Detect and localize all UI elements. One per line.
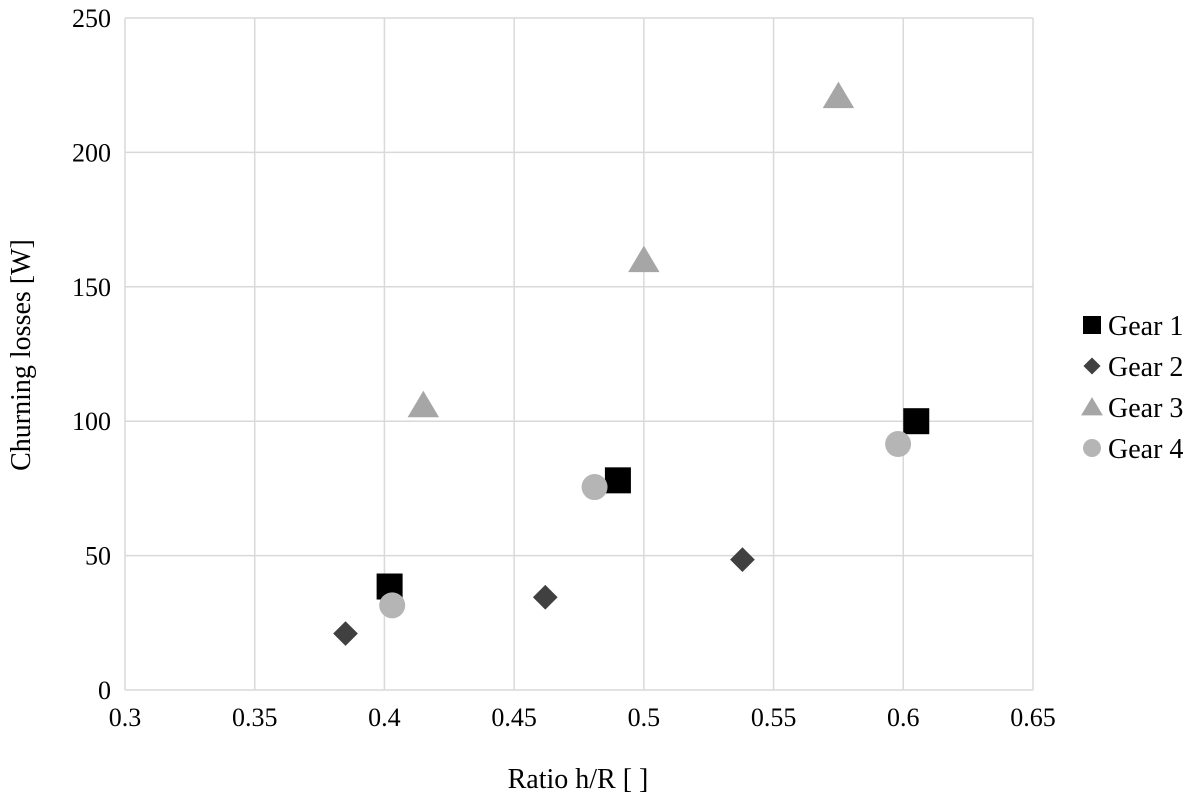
x-tick-label: 0.3 [109,703,142,732]
data-point-circle [885,431,912,458]
y-tick-label: 200 [72,138,111,167]
y-tick-label: 50 [85,542,111,571]
x-axis-title: Ratio h/R [ ] [508,764,649,795]
data-point-circle [581,474,608,501]
x-tick-label: 0.4 [368,703,401,732]
data-point-diamond [333,621,358,646]
data-point-square [903,408,930,435]
data-point-diamond [532,584,558,610]
data-points [333,81,930,646]
data-point-circle [379,592,406,619]
y-tick-label: 100 [72,407,111,436]
legend-label: Gear 1 [1108,311,1183,342]
x-tick-label: 0.6 [887,703,920,732]
data-point-square [604,467,631,494]
x-tick-label: 0.5 [628,703,661,732]
x-tick-label: 0.35 [232,703,278,732]
y-tick-label: 0 [98,676,111,705]
x-tick-label: 0.45 [491,703,537,732]
tick-labels: 0.3 0.35 0.4 0.45 0.5 0.55 0.6 0.65 0 50 100 150 200… [72,4,1056,732]
x-tick-label: 0.65 [1010,703,1056,732]
legend: Gear 1 Gear 2 Gear 3 Gear 4 [1081,311,1183,465]
legend-marker-diamond [1083,357,1101,375]
data-point-triangle [628,245,660,273]
legend-marker-square [1083,316,1101,334]
x-tick-label: 0.55 [751,703,797,732]
data-point-triangle [407,390,440,418]
legend-label: Gear 2 [1108,352,1183,383]
legend-label: Gear 4 [1108,434,1183,465]
data-point-diamond [730,547,755,572]
y-axis-title: Churning losses [W] [6,239,37,471]
y-tick-label: 150 [72,273,111,302]
y-tick-label: 250 [72,4,111,33]
legend-label: Gear 3 [1108,393,1183,424]
legend-marker-circle [1083,439,1101,457]
data-point-triangle [822,81,855,109]
legend-marker-triangle [1081,397,1103,416]
grid-lines [124,17,1034,691]
